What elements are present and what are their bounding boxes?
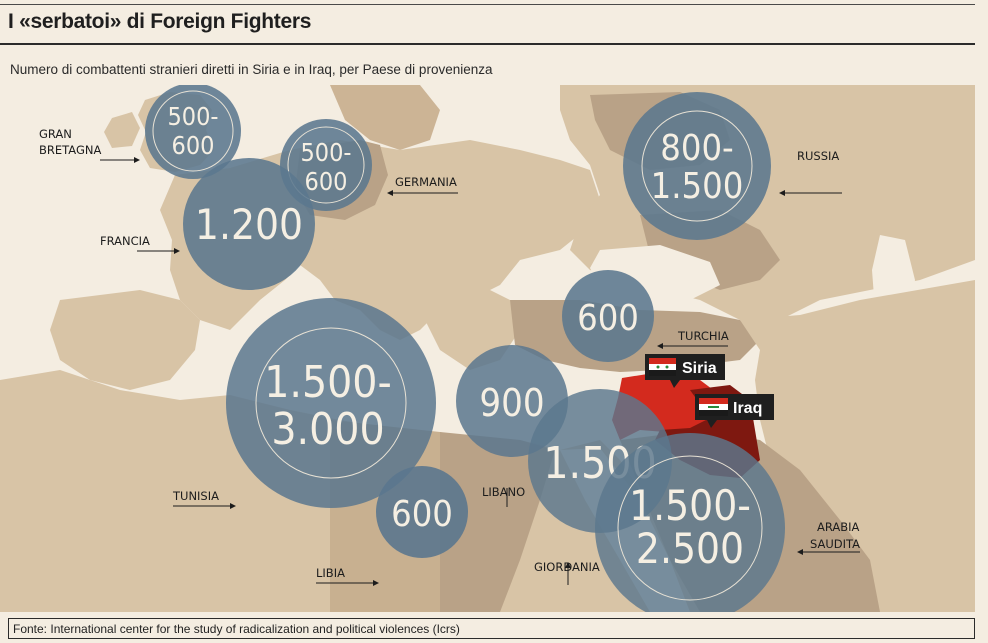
bubble-value-arabia-saudita-2: 2.500 xyxy=(636,524,744,573)
title-rule xyxy=(0,43,975,45)
page-title: I «serbatoi» di Foreign Fighters xyxy=(8,10,312,33)
arrow-head-russia xyxy=(779,190,785,196)
land-iberia xyxy=(50,290,200,390)
bubble-ring-tunisia xyxy=(255,327,407,479)
land-iran xyxy=(740,280,975,612)
label-libano: LIBANO xyxy=(482,485,525,499)
bubble-value-tunisia-1: 1.500- xyxy=(264,357,392,408)
bubble-francia xyxy=(183,158,315,290)
arrow-head-libia xyxy=(373,580,379,586)
arrow-head-francia xyxy=(174,248,180,254)
land-egypt xyxy=(440,432,555,612)
label-russia: RUSSIA xyxy=(797,149,839,163)
bubble-value-russia-1: 800- xyxy=(660,128,734,169)
bubble-ring-germania xyxy=(287,126,365,204)
iraq-flag-icon xyxy=(699,398,728,416)
source-note: Fonte: International center for the stud… xyxy=(8,618,975,639)
arrow-head-giordania xyxy=(565,562,571,568)
map: 500- 600 500- 600 1.200 800- 1.500 1.500… xyxy=(0,85,975,612)
country-labels: GRAN BRETAGNA GERMANIA FRANCIA RUSSIA TU… xyxy=(39,127,860,586)
land-scandinavia xyxy=(330,85,440,150)
arrow-head-tunisia xyxy=(230,503,236,509)
label-germania: GERMANIA xyxy=(395,175,457,189)
arrow-head-gran-bretagna xyxy=(134,157,140,163)
bubble-ring-arabia-saudita xyxy=(617,455,763,601)
top-rule xyxy=(0,4,975,5)
bubble-ring-gran-bretagna xyxy=(152,90,234,172)
bubble-value-libano: 900 xyxy=(479,381,544,425)
label-arabia-saudita-1: ARABIA xyxy=(817,520,860,534)
arrow-head-germania xyxy=(387,190,393,196)
label-siria: Siria xyxy=(645,354,725,388)
bubble-gran-bretagna xyxy=(145,85,241,179)
iraq-label-pointer xyxy=(707,420,717,428)
bubble-value-tunisia-2: 3.000 xyxy=(271,404,384,455)
bubble-value-turchia: 600 xyxy=(577,298,639,339)
label-gran-bretagna-2: BRETAGNA xyxy=(39,143,101,157)
bubble-value-arabia-saudita-1: 1.500- xyxy=(629,481,751,530)
bubble-value-russia-2: 1.500 xyxy=(651,166,744,207)
bubble-russia xyxy=(623,92,771,240)
bubble-tunisia xyxy=(226,298,436,508)
bubble-value-germania-1: 500- xyxy=(300,138,351,167)
label-iraq: Iraq xyxy=(695,394,774,428)
bubble-value-libia: 600 xyxy=(391,494,453,535)
syria-flag-icon xyxy=(649,358,676,376)
bubble-value-germania-2: 600 xyxy=(305,167,348,196)
label-turchia: TURCHIA xyxy=(677,329,729,343)
label-libia: LIBIA xyxy=(316,566,345,580)
label-gran-bretagna-1: GRAN xyxy=(39,127,72,141)
bubble-value-francia: 1.200 xyxy=(195,200,303,249)
land-ireland xyxy=(104,112,140,148)
map-svg: 500- 600 500- 600 1.200 800- 1.500 1.500… xyxy=(0,85,975,612)
bubbles: 500- 600 500- 600 1.200 800- 1.500 1.500… xyxy=(145,85,785,612)
label-arabia-saudita-2: SAUDITA xyxy=(810,537,860,551)
siria-label-pointer xyxy=(670,380,680,388)
bubble-libia xyxy=(376,466,468,558)
label-francia: FRANCIA xyxy=(100,234,150,248)
arrow-head-arabia-saudita xyxy=(797,549,803,555)
bubble-value-gran-bretagna-2: 600 xyxy=(172,131,215,160)
iraq-label-text: Iraq xyxy=(733,400,762,417)
bubble-value-gran-bretagna-1: 500- xyxy=(167,102,218,131)
subtitle: Numero di combattenti stranieri diretti … xyxy=(10,62,493,77)
bubble-arabia-saudita xyxy=(595,433,785,612)
siria-label-text: Siria xyxy=(682,360,717,377)
arrow-head-turchia xyxy=(657,343,663,349)
bubble-ring-russia xyxy=(641,110,753,222)
bubble-turchia xyxy=(562,270,654,362)
label-tunisia: TUNISIA xyxy=(172,489,219,503)
land-balkans xyxy=(420,280,520,370)
